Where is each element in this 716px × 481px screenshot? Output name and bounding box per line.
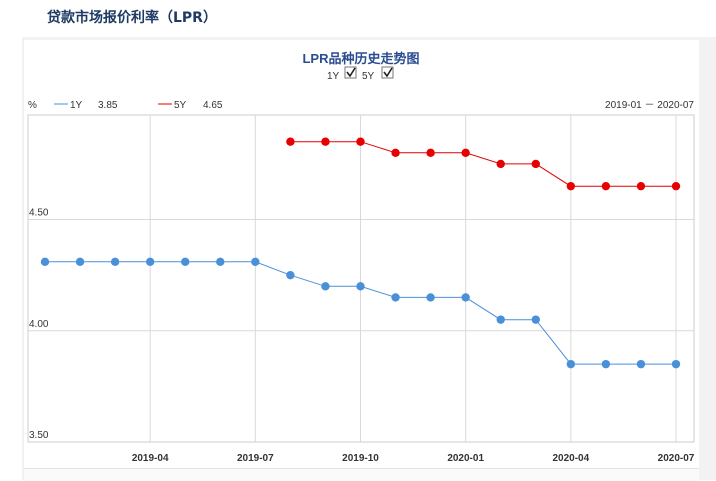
y-tick-label: 3.50: [29, 430, 49, 441]
data-point-5y[interactable]: [601, 181, 611, 191]
data-point-5y[interactable]: [321, 137, 330, 146]
data-point-1y[interactable]: [636, 359, 646, 369]
data-point-1y[interactable]: [110, 257, 120, 267]
y-tick-label: 4.50: [29, 208, 49, 219]
data-point-1y[interactable]: [601, 359, 611, 369]
data-point-1y[interactable]: [321, 282, 330, 291]
series-points: [40, 137, 681, 369]
y-tick-label: 4.00: [29, 319, 49, 330]
panel-footer: [24, 468, 699, 481]
data-point-5y[interactable]: [636, 181, 646, 191]
x-tick-label: 2019-04: [132, 453, 169, 464]
data-point-1y[interactable]: [496, 315, 505, 324]
data-point-1y[interactable]: [461, 293, 470, 302]
chart-title: LPR品种历史走势图: [302, 51, 419, 66]
y-axis: 3.50 4.00 4.50: [29, 208, 49, 441]
toggle-label-5y: 5Y: [362, 71, 375, 82]
legend-5y-name: 5Y: [174, 100, 187, 111]
data-point-1y[interactable]: [286, 270, 295, 280]
data-point-1y[interactable]: [531, 315, 540, 324]
x-tick-label: 2020-01: [447, 453, 484, 464]
legend-1y-name: 1Y: [70, 100, 83, 111]
data-point-1y[interactable]: [216, 257, 225, 267]
data-point-5y[interactable]: [461, 148, 470, 158]
data-point-5y[interactable]: [286, 137, 295, 146]
data-point-1y[interactable]: [40, 257, 50, 267]
data-point-5y[interactable]: [496, 159, 505, 169]
data-point-5y[interactable]: [356, 137, 365, 146]
data-point-5y[interactable]: [391, 148, 400, 158]
data-point-1y[interactable]: [391, 293, 400, 302]
date-range-label: 2019-01 － 2020-07: [605, 100, 694, 111]
data-point-1y[interactable]: [251, 257, 260, 267]
data-point-1y[interactable]: [181, 257, 190, 267]
x-tick-label: 2020-04: [552, 453, 589, 464]
data-point-1y[interactable]: [145, 257, 155, 267]
grid: [28, 115, 694, 442]
data-point-1y[interactable]: [671, 359, 681, 369]
toggle-1y-checkbox[interactable]: [344, 66, 357, 79]
page-heading: 贷款市场报价利率（LPR）: [47, 10, 217, 26]
x-tick-label: 2019-07: [237, 453, 274, 464]
data-point-1y[interactable]: [566, 359, 576, 369]
data-point-1y[interactable]: [426, 293, 435, 302]
legend-1y-value: 3.85: [98, 100, 118, 111]
data-point-5y[interactable]: [671, 181, 681, 191]
data-point-5y[interactable]: [426, 148, 435, 158]
y-unit-label: %: [28, 100, 37, 111]
data-point-5y[interactable]: [531, 159, 540, 169]
data-point-5y[interactable]: [566, 181, 576, 191]
data-point-1y[interactable]: [356, 282, 365, 291]
x-tick-label: 2019-10: [342, 453, 379, 464]
x-axis: 2019-04 2019-07 2019-10 2020-01 2020-04 2020-…: [132, 453, 695, 464]
x-tick-label: 2020-07: [658, 453, 695, 464]
toggle-label-1y: 1Y: [327, 71, 340, 82]
legend-5y-value: 4.65: [203, 100, 223, 111]
toggle-5y-checkbox[interactable]: [381, 66, 394, 79]
data-point-1y[interactable]: [75, 257, 85, 267]
series-line-5y: [290, 141, 676, 187]
